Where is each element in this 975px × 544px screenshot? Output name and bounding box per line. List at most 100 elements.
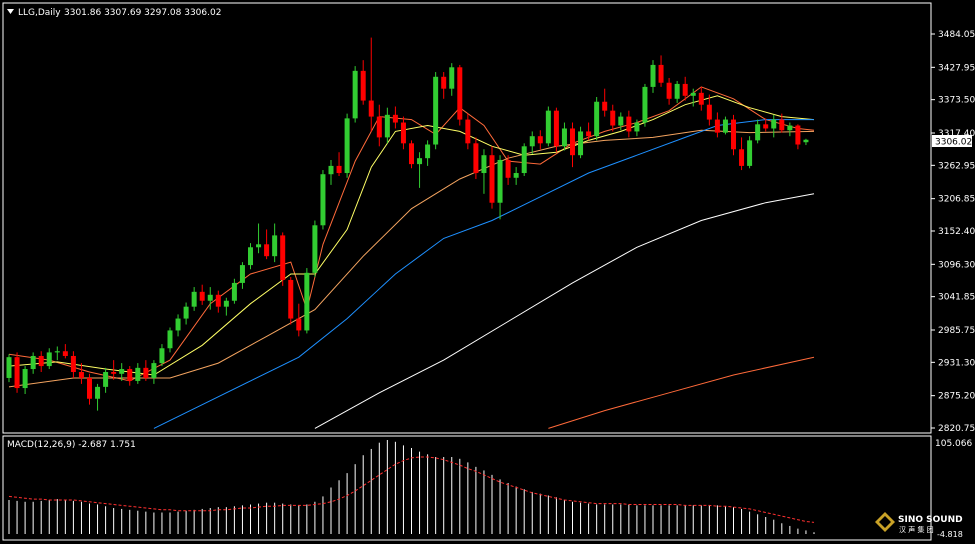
candle — [199, 284, 205, 305]
candle-body — [425, 144, 431, 159]
candle-body — [135, 367, 141, 381]
candle-body — [296, 318, 302, 331]
candle-body — [666, 82, 672, 99]
candle — [449, 63, 455, 96]
moving-average-line — [548, 356, 815, 429]
candle — [70, 351, 76, 378]
candle-body — [578, 131, 584, 156]
candle-body — [336, 165, 342, 174]
candle-body — [30, 355, 36, 370]
candle-body — [626, 116, 632, 132]
candle-body — [722, 119, 728, 133]
candle — [537, 130, 543, 150]
candle-body — [481, 155, 487, 174]
candlesticks — [6, 37, 809, 411]
main-panel-frame — [2, 2, 932, 434]
candle-body — [610, 110, 616, 126]
candle-body — [795, 125, 801, 145]
candle-body — [755, 124, 761, 141]
candle — [95, 383, 101, 411]
candle — [344, 113, 350, 178]
candle — [384, 107, 390, 144]
candle-body — [280, 235, 286, 280]
candle-body — [441, 76, 447, 89]
candle — [658, 55, 664, 87]
price-axis: 3484.05 3427.95 3373.50 3317.40 3262.95 3206.… — [931, 30, 975, 434]
candle-body — [183, 306, 189, 319]
symbol-label: LLG,Daily — [18, 8, 61, 18]
candle — [714, 112, 720, 138]
candle-body — [561, 128, 567, 147]
candle — [779, 113, 785, 133]
candle-body — [167, 330, 173, 349]
candle — [602, 88, 608, 117]
y-tick-label: 3484.05 — [938, 30, 975, 40]
candle — [62, 344, 68, 359]
candle-body — [457, 67, 463, 120]
current-price-label: 3306.02 — [935, 138, 972, 148]
candle — [175, 314, 181, 337]
candle-body — [143, 367, 149, 378]
candle-body — [248, 247, 253, 266]
candle — [433, 72, 439, 150]
candle — [642, 83, 648, 127]
candle — [441, 72, 447, 99]
candle-body — [417, 158, 423, 165]
candle — [739, 137, 745, 171]
candle-body — [465, 119, 471, 144]
macd-bottom-value: -4.818 — [937, 530, 963, 539]
candle — [143, 360, 149, 381]
candle-body — [111, 372, 117, 374]
y-tick-label: 2875.20 — [938, 392, 975, 402]
candle — [127, 366, 133, 386]
candle-body — [288, 279, 294, 319]
candle — [674, 80, 680, 103]
candle — [119, 363, 125, 381]
candle — [46, 348, 52, 370]
candle-body — [103, 372, 109, 387]
y-tick-label: 3152.40 — [938, 227, 975, 237]
candle — [417, 152, 423, 188]
candle — [38, 351, 44, 373]
candle-body — [70, 355, 76, 373]
candle-body — [763, 124, 769, 129]
candle — [618, 112, 624, 131]
candle-body — [215, 294, 221, 307]
candle — [650, 60, 656, 93]
candle-body — [328, 165, 334, 175]
dropdown-triangle-icon[interactable] — [7, 9, 14, 14]
candle — [513, 167, 519, 185]
candle-body — [521, 146, 527, 174]
candle — [586, 122, 592, 141]
macd-signal-line — [8, 456, 815, 523]
candle — [545, 106, 551, 147]
candle-body — [698, 92, 704, 105]
candle-body — [320, 174, 326, 226]
candle-body — [658, 64, 664, 83]
candle-body — [207, 294, 213, 301]
candle — [352, 66, 358, 123]
candle — [755, 119, 761, 144]
candle-body — [38, 355, 44, 367]
candle — [634, 119, 640, 137]
candle — [706, 94, 712, 126]
candle-body — [602, 101, 608, 111]
candle — [264, 229, 270, 260]
candle — [256, 223, 262, 254]
candle — [481, 149, 487, 194]
candle — [570, 122, 575, 168]
candle-body — [256, 244, 262, 248]
candle-body — [352, 70, 358, 119]
candle-body — [400, 122, 406, 144]
candle — [22, 366, 28, 394]
candle-body — [505, 159, 511, 178]
moving-average-line — [8, 95, 815, 376]
y-tick-label: 3317.40 — [938, 129, 975, 139]
candle-body — [537, 136, 543, 144]
candle-body — [570, 128, 575, 156]
candle-body — [22, 369, 28, 389]
candle — [666, 77, 672, 105]
candle-body — [529, 136, 535, 147]
